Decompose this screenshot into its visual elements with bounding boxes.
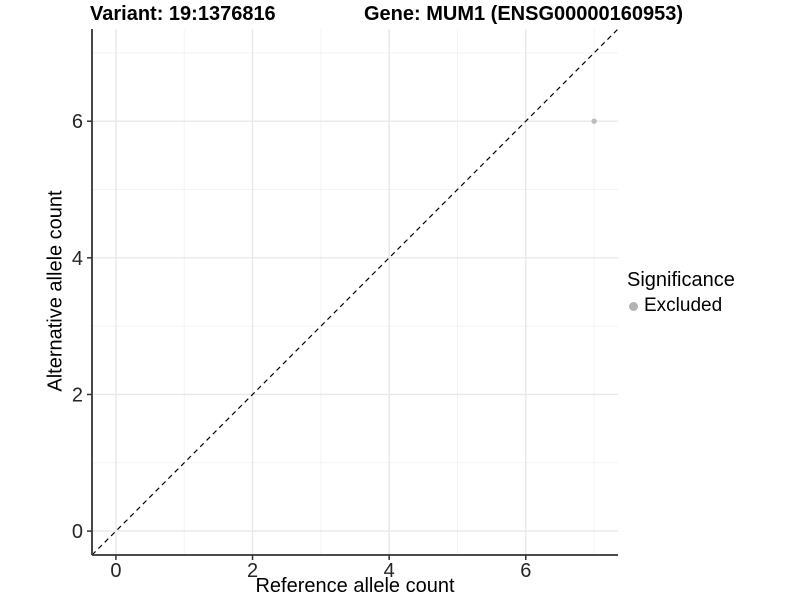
- x-tick-label: 4: [384, 560, 395, 582]
- identity-dashed-line: [91, 28, 619, 556]
- legend-point-icon: [629, 301, 638, 311]
- data-point: [591, 118, 597, 124]
- legend-title: Significance: [627, 269, 735, 291]
- x-tick-label: 2: [247, 560, 258, 582]
- y-tick-label: 2: [72, 384, 83, 406]
- x-tick-label: 6: [520, 560, 531, 582]
- legend-item-excluded: Excluded: [627, 295, 735, 317]
- y-tick-label: 4: [72, 248, 83, 270]
- gene-title: Gene: MUM1 (ENSG00000160953): [364, 3, 684, 25]
- legend-item-label: Excluded: [644, 295, 723, 316]
- y-tick-label: 0: [72, 521, 83, 543]
- y-axis-title: Alternative allele count: [44, 190, 67, 392]
- legend: Significance Excluded: [627, 268, 735, 317]
- x-tick-label: 0: [110, 560, 121, 582]
- x-axis-title: Reference allele count: [255, 575, 455, 597]
- y-tick-label: 6: [72, 111, 83, 133]
- variant-title: Variant: 19:1376816: [90, 3, 276, 25]
